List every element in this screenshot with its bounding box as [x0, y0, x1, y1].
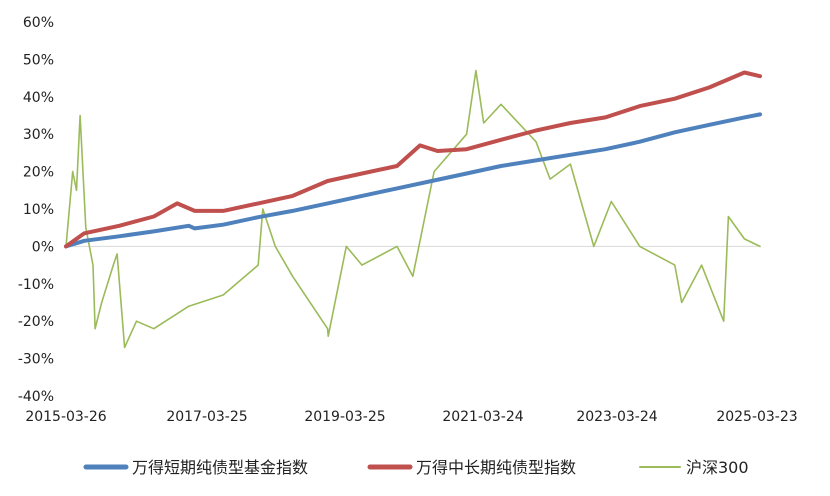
y-tick-label: 40%: [23, 90, 54, 106]
x-tick-label: 2025-03-23: [716, 409, 797, 425]
x-tick-label: 2021-03-24: [442, 409, 523, 425]
y-tick-label: -10%: [18, 277, 54, 293]
legend-label-1: 万得中长期纯债型指数: [416, 458, 576, 477]
series-line-2: [65, 69, 761, 349]
x-tick-label: 2017-03-25: [166, 409, 247, 425]
series-line-0: [64, 112, 762, 249]
x-tick-label: 2015-03-26: [25, 409, 106, 425]
x-tick-label: 2019-03-25: [304, 409, 385, 425]
y-tick-label: 50%: [23, 52, 54, 68]
legend-label-0: 万得短期纯债型基金指数: [132, 458, 308, 477]
y-tick-label: -20%: [18, 314, 54, 330]
x-tick-label: 2023-03-24: [576, 409, 657, 425]
series-line-1: [64, 70, 762, 249]
y-tick-label: -30%: [18, 352, 54, 368]
legend-label-2: 沪深300: [686, 458, 749, 477]
y-tick-label: 60%: [23, 15, 54, 31]
y-tick-label: 0%: [32, 239, 54, 255]
y-tick-label: 10%: [23, 202, 54, 218]
y-tick-label: 20%: [23, 165, 54, 181]
y-tick-label: -40%: [18, 389, 54, 405]
y-tick-label: 30%: [23, 127, 54, 143]
